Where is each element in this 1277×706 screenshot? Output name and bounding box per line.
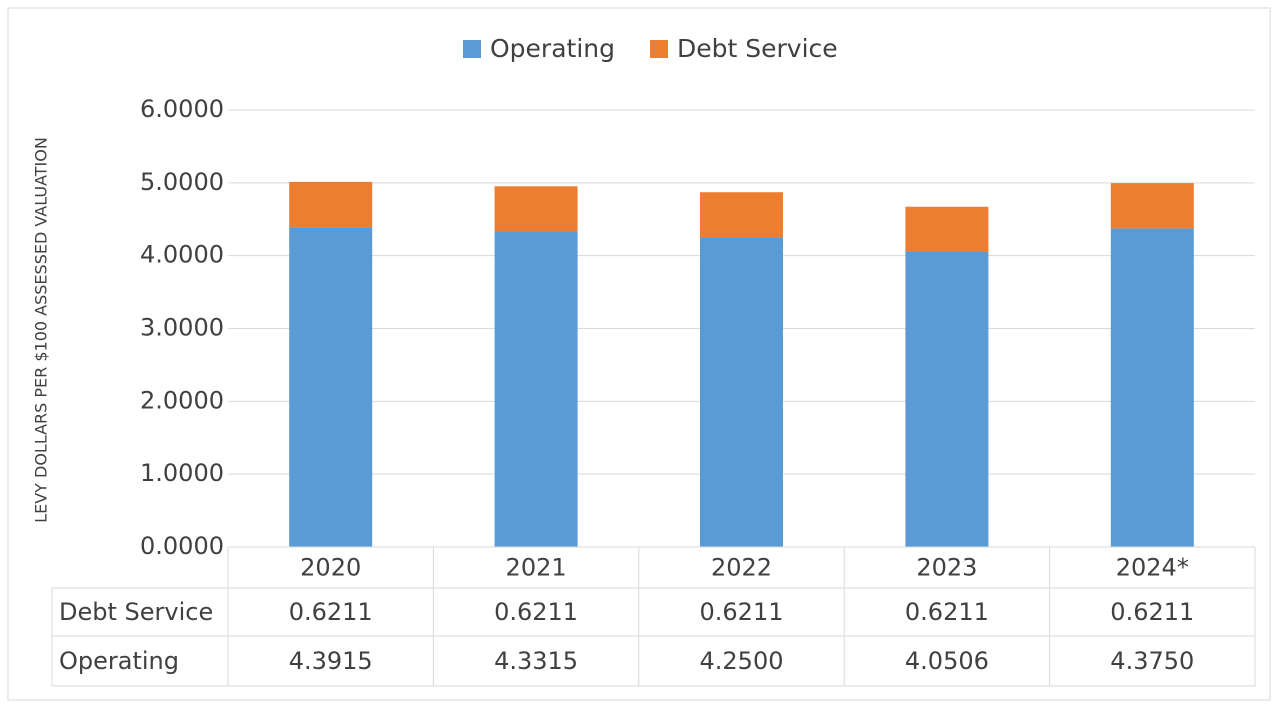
table-cell: 0.6211	[700, 598, 784, 626]
table-cell: 0.6211	[289, 598, 373, 626]
legend-swatch	[650, 40, 668, 58]
y-tick-label: 5.0000	[140, 168, 224, 196]
bar-segment	[1110, 228, 1194, 547]
table-cell: 4.3750	[1110, 647, 1194, 675]
bar-segment	[289, 181, 373, 228]
x-tick-label: 2020	[300, 554, 361, 582]
y-tick-label: 6.0000	[140, 95, 224, 123]
bar-segment	[494, 231, 578, 548]
bar-segment	[700, 237, 783, 548]
table-cell: 4.3915	[289, 647, 373, 675]
bar-segment	[494, 186, 578, 232]
y-tick-label: 0.0000	[140, 532, 224, 560]
table-cell: 0.6211	[1110, 598, 1194, 626]
bar-segment	[905, 206, 989, 252]
x-tick-label: 2021	[506, 554, 567, 582]
table-cell: 4.2500	[700, 647, 784, 675]
bar-segment	[289, 227, 373, 548]
table-cell: 0.6211	[494, 598, 578, 626]
legend-swatch	[463, 40, 481, 58]
bar-segment	[905, 251, 989, 547]
x-tick-label: 2023	[916, 554, 977, 582]
y-tick-label: 3.0000	[140, 314, 224, 342]
table-cell: 0.6211	[905, 598, 989, 626]
y-tick-label: 4.0000	[140, 241, 224, 269]
legend-label: Operating	[490, 34, 615, 63]
table-row-header: Operating	[59, 647, 179, 675]
y-axis-label: LEVY DOLLARS PER $100 ASSESSED VALUATION	[32, 137, 51, 523]
y-tick-label: 2.0000	[140, 386, 224, 414]
table-row-header: Debt Service	[59, 598, 213, 626]
y-tick-label: 1.0000	[140, 459, 224, 487]
bar-segment	[700, 192, 783, 238]
bar-segment	[1110, 183, 1194, 229]
legend-label: Debt Service	[677, 34, 838, 63]
table-cell: 4.3315	[494, 647, 578, 675]
table-cell: 4.0506	[905, 647, 989, 675]
x-tick-label: 2024*	[1116, 554, 1189, 582]
x-tick-label: 2022	[711, 554, 772, 582]
